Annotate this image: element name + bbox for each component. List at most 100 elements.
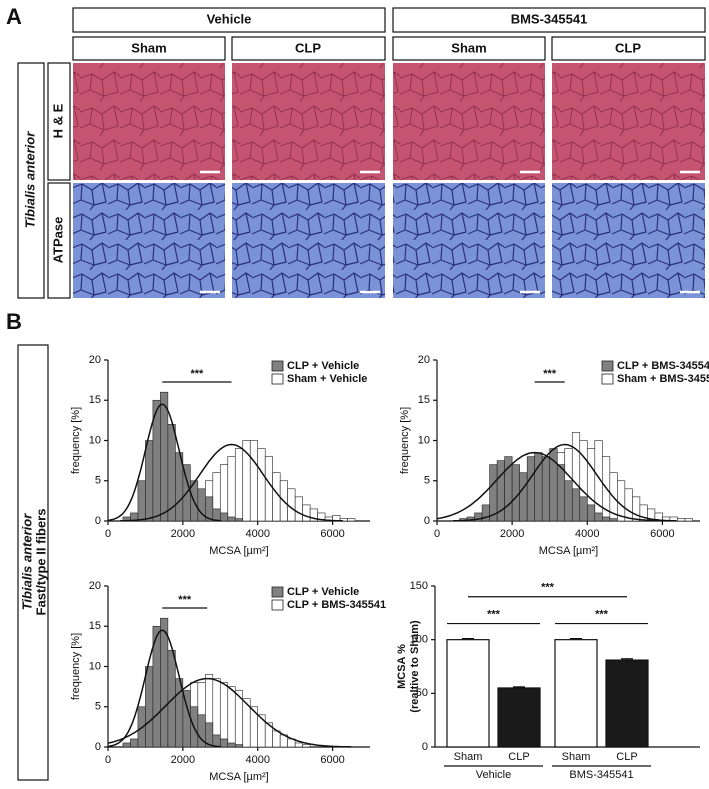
fit-curve [107,403,222,522]
histogram-bar [541,456,551,522]
histogram-bar [272,730,281,748]
group-label: BMS-345541 [511,11,588,26]
fit-curve [120,443,343,522]
histogram-bar [571,488,581,522]
histogram-bar [609,518,618,522]
x-tick-label: 6000 [320,528,344,540]
condition-box [231,36,386,61]
y-axis-label: frequency [%] [70,633,82,700]
row-title-box [17,344,49,781]
legend-label: CLP + Vehicle [287,586,359,598]
fit-curve [107,677,352,748]
y-tick-label: 15 [89,620,101,632]
legend-swatch [271,599,284,611]
y-tick-label: 15 [418,394,430,406]
significance-label: *** [178,594,192,606]
bar [497,687,541,748]
histogram-bar [219,738,229,748]
x-tick-label: 2000 [171,754,195,766]
histogram-bar [234,448,244,522]
histogram-bar [556,464,566,522]
x-tick-label: 6000 [650,528,674,540]
scale-bars [200,170,700,294]
y-tick-label: 0 [95,515,101,527]
significance-label: *** [595,608,609,620]
bar [605,659,649,748]
row-title-box [17,62,45,299]
histogram-bar [227,456,236,522]
y-tick-label: 20 [89,580,101,592]
histogram-bar [519,472,528,522]
histogram-bar [257,714,266,748]
micrographs [73,63,705,298]
histogram-bar [219,464,229,522]
y-tick-label: 0 [95,741,101,753]
fit-curve [436,451,667,522]
histogram-bar [160,391,169,522]
y-tick-label: 0 [422,741,428,753]
panel-label: B [6,309,22,334]
histogram-bar [257,448,266,522]
condition-label: CLP [295,40,321,55]
y-tick-label: 5 [95,701,101,713]
y-tick-label: 0 [424,515,430,527]
histogram-bar [624,488,633,522]
x-axis-label: MCSA [µm²] [209,545,269,557]
x-tick-label: CLP [508,751,529,763]
significance-label: *** [190,368,204,380]
x-tick-label: 4000 [575,528,599,540]
histogram-bar [234,518,244,522]
histogram-bar [167,650,176,748]
histogram-bar [227,742,236,748]
histogram-bar [130,738,139,748]
condition-label: CLP [615,40,641,55]
histogram-bar [160,617,169,748]
histogram-bar [684,518,693,522]
histogram-bar [212,508,221,522]
y-tick-label: 10 [418,434,430,446]
legend-label: CLP + Vehicle [287,360,359,372]
x-tick-label: 0 [105,528,111,540]
x-tick-label: 2000 [171,528,195,540]
histogram-bar [145,440,154,522]
histogram-bar [579,496,588,522]
x-tick-label: CLP [616,751,637,763]
row-title: Tibialis anterior [22,131,37,229]
row-box [47,182,71,299]
row-title: Fast/type II fibers [33,509,48,616]
atpase-image [232,183,385,298]
histogram-bar [137,480,146,522]
group-box [72,7,386,33]
x-tick-label: 6000 [320,754,344,766]
fit-curve [453,443,677,522]
bar [446,639,490,748]
legend-label: Sham + BMS-345541 [617,373,709,385]
x-tick-label: 4000 [245,754,269,766]
bar [554,639,598,748]
histogram-bar [294,496,303,522]
row-box [47,62,71,181]
histogram-bar [594,512,603,522]
y-axis-label: frequency [%] [399,407,411,474]
condition-box [551,36,706,61]
histogram-bar [677,518,686,522]
significance-label: *** [541,582,555,594]
histogram-bar [632,496,641,522]
legend-swatch [601,360,614,372]
legend-swatch [601,373,614,385]
legend-label: CLP + BMS-345541 [617,360,709,372]
row-title: Tibialis anterior [19,513,34,611]
he-image [73,63,225,180]
y-tick-label: 150 [410,580,428,592]
histogram-bar [526,456,535,522]
legend-swatch [271,373,284,385]
group-box [392,7,706,33]
histogram-bar [219,682,229,748]
histogram-bar [602,516,611,522]
legend-swatch [271,586,284,598]
x-tick-label: 0 [434,528,440,540]
he-image [232,63,385,180]
histogram-bar [489,464,498,522]
significance-label: *** [543,368,557,380]
